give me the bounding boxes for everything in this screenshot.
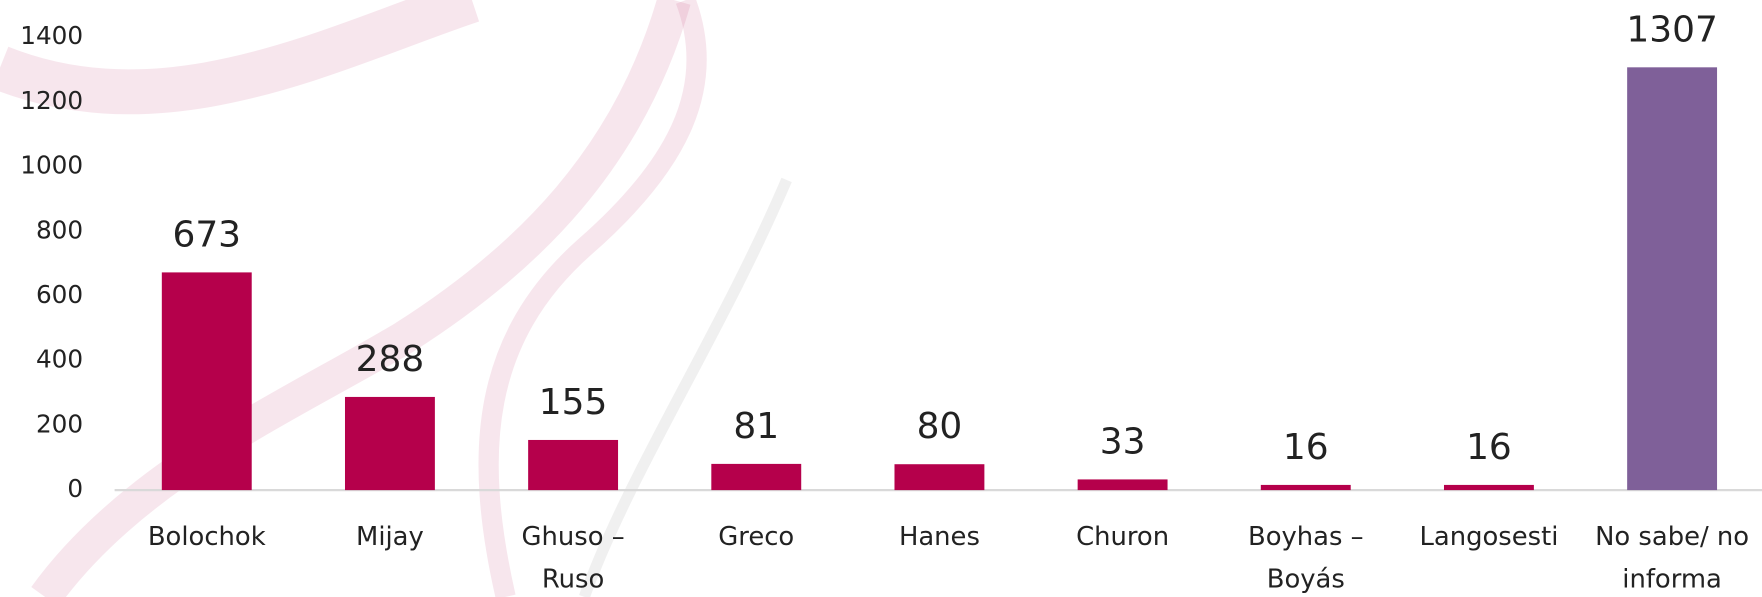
value-label: 155: [539, 382, 608, 423]
y-tick-label: 0: [67, 474, 83, 503]
bar: [711, 463, 802, 491]
x-tick-label: Churon: [1076, 522, 1169, 552]
y-tick-label: 1000: [20, 151, 83, 180]
x-tick-label: Langosesti: [1419, 522, 1558, 552]
x-tick-label: Ruso: [542, 564, 604, 594]
x-tick-label: Boyhas –: [1248, 522, 1364, 552]
x-tick-label: Hanes: [899, 522, 980, 552]
bar: [894, 464, 985, 491]
value-label: 1307: [1626, 9, 1717, 50]
value-label: 80: [917, 406, 963, 447]
value-label: 16: [1283, 427, 1329, 468]
x-tick-label: Ghuso –: [522, 522, 625, 552]
background-decoration: [0, 0, 792, 597]
x-tick-label: Bolochok: [148, 522, 266, 552]
y-tick-label: 800: [36, 215, 83, 244]
bar: [161, 272, 252, 491]
y-tick-label: 400: [36, 345, 83, 374]
bar: [344, 396, 435, 491]
bar: [1077, 479, 1168, 491]
x-tick-label: No sabe/ no: [1595, 522, 1749, 552]
bar: [528, 439, 619, 491]
x-tick-label: Greco: [718, 522, 794, 552]
bar: [1627, 67, 1718, 491]
value-label: 673: [172, 214, 241, 255]
x-tick-label: Boyás: [1267, 564, 1345, 594]
value-label: 288: [356, 339, 425, 380]
y-tick-label: 200: [36, 409, 83, 438]
bar: [1260, 484, 1351, 491]
y-tick-label: 600: [36, 280, 83, 309]
y-tick-label: 1400: [20, 21, 83, 50]
x-tick-label: Mijay: [356, 522, 424, 552]
value-label: 33: [1100, 421, 1146, 462]
value-label: 16: [1466, 427, 1512, 468]
y-tick-label: 1200: [20, 86, 83, 115]
bar: [1443, 484, 1534, 491]
value-label: 81: [733, 406, 779, 447]
x-tick-label: informa: [1622, 564, 1722, 594]
